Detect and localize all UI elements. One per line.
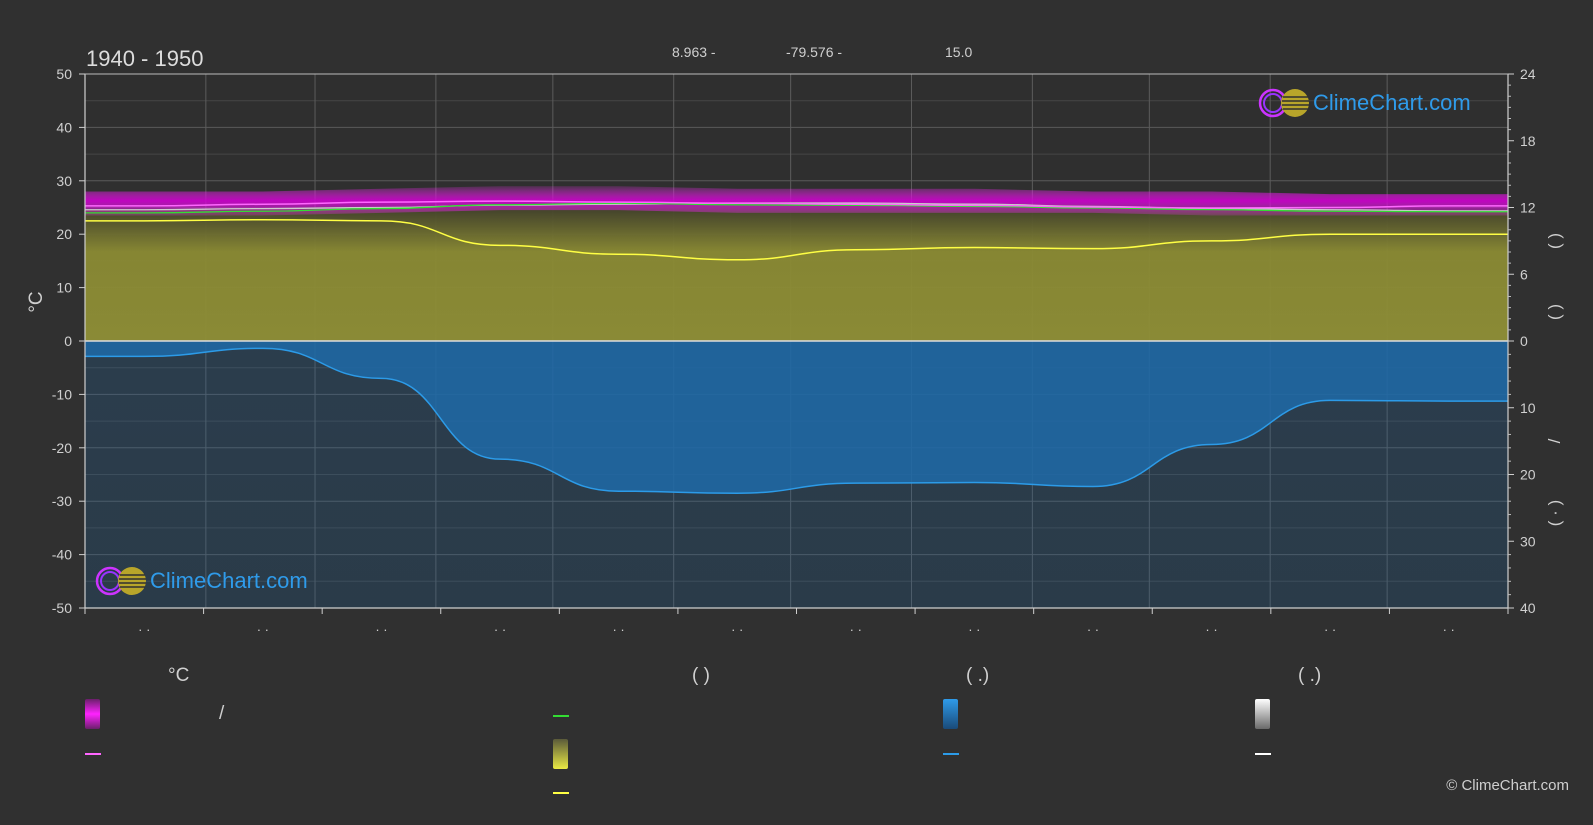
right-tick-label: 40 xyxy=(1520,600,1536,616)
legend-heading-temperature: °C xyxy=(168,665,190,686)
month-label: · · xyxy=(850,622,862,637)
right-tick-label: 24 xyxy=(1520,66,1536,82)
legend-rain-swatch xyxy=(943,699,958,729)
chart-lines xyxy=(85,200,1508,494)
month-label: · · xyxy=(1205,622,1217,637)
period-title: 1940 - 1950 xyxy=(86,46,204,71)
rain-mean-line xyxy=(85,347,1508,494)
left-tick-label: 20 xyxy=(56,226,72,242)
left-tick-label: -10 xyxy=(52,386,72,402)
climate-chart: 50 40 30 20 10 0 -10 -20 -30 -40 -50 °C 24 18 12 6 0 10 20… xyxy=(26,66,1564,637)
legend-temp-slash: / xyxy=(219,703,225,724)
left-tick-label: -40 xyxy=(52,547,72,563)
month-label: · · xyxy=(138,622,150,637)
left-tick-label: 10 xyxy=(56,280,72,296)
right-tick-label: 30 xyxy=(1520,533,1536,549)
month-label: · · xyxy=(1443,622,1455,637)
legend-temp-mean-line xyxy=(85,753,101,755)
logo-icon xyxy=(95,566,146,596)
right-tick-label: 12 xyxy=(1520,200,1536,216)
right-axis-label: / xyxy=(1545,438,1564,443)
legend-heading-sunshine: ( ) xyxy=(692,665,710,686)
left-tick-label: -30 xyxy=(52,493,72,509)
green-temp-line xyxy=(85,202,1508,214)
month-label: · · xyxy=(494,622,506,637)
left-tick-label: 50 xyxy=(56,66,72,82)
left-tick-label: -50 xyxy=(52,600,72,616)
legend-daylight-line xyxy=(553,715,569,717)
sunshine-area xyxy=(85,203,1508,341)
legend-heading-rain: ( .) xyxy=(966,665,990,686)
logo-text: ClimeChart.com xyxy=(150,568,308,593)
right-tick-label: 10 xyxy=(1520,400,1536,416)
month-label: · · xyxy=(1087,622,1099,637)
legend-snow-swatch xyxy=(1255,699,1270,729)
right-tick-label: 20 xyxy=(1520,467,1536,483)
sunshine-mean-line xyxy=(85,218,1508,261)
chart-ticks: 50 40 30 20 10 0 -10 -20 -30 -40 -50 °C 24 18 12 6 0 10 20… xyxy=(26,66,1564,637)
temperature-mean-line xyxy=(85,200,1508,209)
logo-bottom[interactable]: ClimeChart.com xyxy=(95,565,335,597)
elevation-label: 15.0 xyxy=(945,44,973,60)
copyright: © ClimeChart.com xyxy=(1446,777,1569,794)
longitude-label: -79.576 - xyxy=(786,44,843,60)
left-tick-label: -20 xyxy=(52,440,72,456)
right-axis-label: ( ) xyxy=(1545,233,1564,249)
legend-rain-mean-line xyxy=(943,753,959,755)
month-label: · · xyxy=(1324,622,1336,637)
right-tick-label: 18 xyxy=(1520,133,1536,149)
legend-sunshine-mean-line xyxy=(553,792,569,794)
month-label: · · xyxy=(612,622,624,637)
logo-top[interactable]: ClimeChart.com xyxy=(1258,87,1498,119)
legend-snow-mean-line xyxy=(1255,753,1271,755)
right-tick-label: 0 xyxy=(1520,333,1528,349)
right-axis-label: ( · ) xyxy=(1545,500,1564,526)
legend-heading-snow: ( .) xyxy=(1298,665,1322,686)
left-tick-label: 30 xyxy=(56,173,72,189)
legend-temp-range-swatch xyxy=(85,699,100,729)
left-tick-label: 40 xyxy=(56,119,72,135)
month-label: · · xyxy=(257,622,269,637)
latitude-label: 8.963 - xyxy=(672,44,716,60)
chart-bands xyxy=(85,186,1508,608)
left-axis-label: °C xyxy=(26,291,47,312)
rain-area xyxy=(85,341,1508,494)
right-tick-label: 6 xyxy=(1520,266,1528,282)
legend-sunshine-swatch xyxy=(553,739,568,769)
month-label: · · xyxy=(968,622,980,637)
left-tick-label: 0 xyxy=(64,333,72,349)
right-axis-label: ( ) xyxy=(1545,304,1564,320)
month-label: · · xyxy=(375,622,387,637)
month-label: · · xyxy=(731,622,743,637)
logo-text: ClimeChart.com xyxy=(1313,90,1471,115)
logo-icon xyxy=(1258,88,1309,118)
